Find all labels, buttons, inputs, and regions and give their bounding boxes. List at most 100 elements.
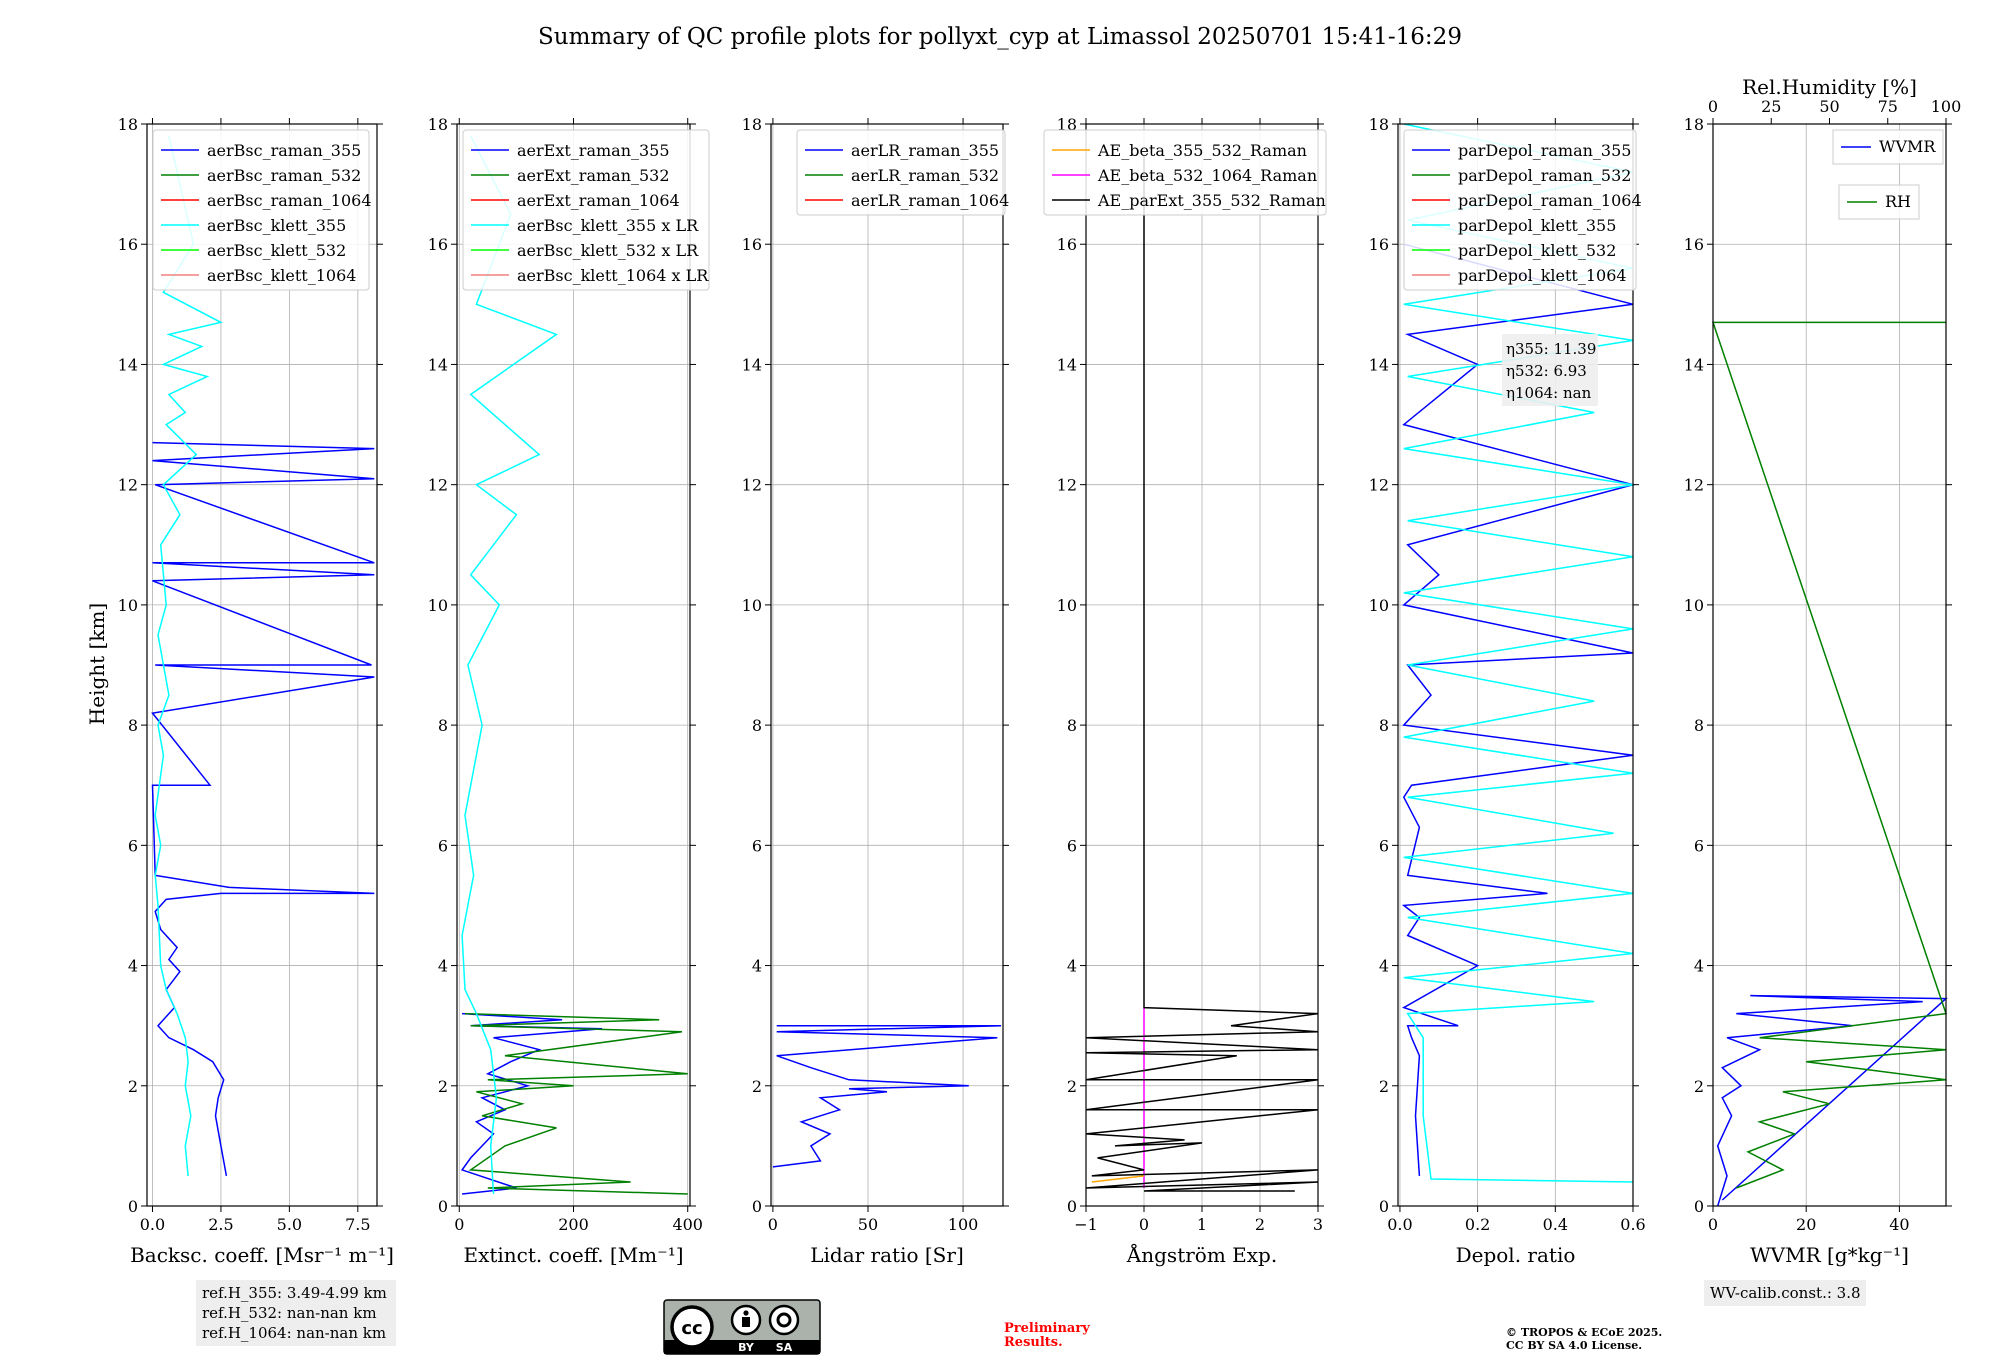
series-line-3 xyxy=(461,135,558,1195)
legend-label-4: aerBsc_klett_355 x LR xyxy=(517,216,699,235)
legend-label-1: parDepol_raman_355 xyxy=(1458,141,1631,160)
x-tick-label-0: 0.0 xyxy=(140,1215,165,1234)
series-line-1 xyxy=(1401,243,1636,1176)
y-tick-label-0: 0 xyxy=(752,1197,762,1216)
legend-label-2: RH xyxy=(1885,192,1911,211)
y-tick-label-2: 4 xyxy=(1694,957,1704,976)
x-axis-label: Ångström Exp. xyxy=(1126,1242,1277,1267)
y-tick-label-5: 10 xyxy=(428,596,448,615)
x-axis-label: Backsc. coeff. [Msr⁻¹ m⁻¹] xyxy=(130,1243,394,1267)
legend-label-1: WVMR xyxy=(1879,137,1936,156)
y-tick-label-6: 12 xyxy=(742,476,762,495)
y-tick-label-1: 2 xyxy=(438,1077,448,1096)
y-tick-label-8: 16 xyxy=(742,235,762,254)
ref-height-box: ref.H_355: 3.49-4.99 km ref.H_532: nan-n… xyxy=(196,1280,396,1346)
series-line-1 xyxy=(1716,994,1948,1207)
legend-label-2: AE_beta_532_1064_Raman xyxy=(1097,166,1317,185)
legend-label-1: aerLR_raman_355 xyxy=(851,141,999,160)
y-tick-label-1: 2 xyxy=(1379,1077,1389,1096)
legend-label-3: parDepol_raman_1064 xyxy=(1458,191,1642,210)
y-tick-label-3: 6 xyxy=(1379,836,1389,855)
legend-box xyxy=(462,129,710,291)
legend-label-6: parDepol_klett_1064 xyxy=(1458,266,1627,285)
legend-label-4: aerBsc_klett_355 xyxy=(207,216,346,235)
y-tick-label-8: 16 xyxy=(118,235,138,254)
y-tick-label-9: 18 xyxy=(118,115,138,134)
eta-label-2: η532: 6.93 xyxy=(1506,362,1587,380)
panel-3: 0 50 100 0 2 4 6 8 10 12 14 16 18 Lidar ratio [Sr] aer… xyxy=(742,115,1010,1267)
y-tick-label-7: 14 xyxy=(1684,355,1704,374)
panel-1: 0.0 2.5 5.0 7.5 0 2 4 6 8 10 12 14 16 18 Backsc. coeff… xyxy=(118,115,394,1267)
legend-box xyxy=(1043,129,1327,216)
y-tick-label-0: 0 xyxy=(438,1197,448,1216)
x-axis-label: Extinct. coeff. [Mm⁻¹] xyxy=(463,1243,683,1267)
y-tick-label-5: 10 xyxy=(742,596,762,615)
legend-label-3: aerExt_raman_1064 xyxy=(517,191,680,210)
preliminary-label-1: Preliminary xyxy=(1004,1321,1090,1336)
y-tick-label-5: 10 xyxy=(1057,596,1077,615)
y-tick-label-9: 18 xyxy=(1369,115,1389,134)
eta-label-1: η355: 11.39 xyxy=(1506,340,1596,358)
x-tick-label-0: 0 xyxy=(1708,1215,1718,1234)
x-tick-label-0: 0.0 xyxy=(1387,1215,1412,1234)
x-tick-label-2: 1 xyxy=(1197,1215,1207,1234)
y-tick-label-0: 0 xyxy=(128,1197,138,1216)
x-tick-label-2: 40 xyxy=(1889,1215,1909,1234)
ref-height-1064: ref.H_1064: nan-nan km xyxy=(202,1324,386,1342)
legend-label-3: aerBsc_raman_1064 xyxy=(207,191,372,210)
cc-license-badge: cc BY SA xyxy=(663,1299,821,1355)
y-tick-label-8: 16 xyxy=(1684,235,1704,254)
legend-label-3: AE_parExt_355_532_Raman xyxy=(1097,191,1326,210)
y-tick-label-2: 4 xyxy=(1067,957,1077,976)
legend-label-1: aerBsc_raman_355 xyxy=(207,141,361,160)
legend-label-2: aerLR_raman_532 xyxy=(851,166,999,185)
y-tick-label-6: 12 xyxy=(118,476,138,495)
series-line-2 xyxy=(154,135,224,1176)
legend-label-5: parDepol_klett_532 xyxy=(1458,241,1616,260)
y-tick-label-7: 14 xyxy=(1369,355,1389,374)
x2-tick-label-0: 0 xyxy=(1708,97,1718,116)
copyright-line-2: CC BY SA 4.0 License. xyxy=(1506,1339,1642,1352)
series-line-2 xyxy=(464,1012,688,1195)
x-tick-label-1: 20 xyxy=(1796,1215,1816,1234)
y-tick-label-3: 6 xyxy=(438,836,448,855)
legend-label-2: aerExt_raman_532 xyxy=(517,166,670,185)
x-tick-label-1: 50 xyxy=(858,1215,878,1234)
y-tick-label-1: 2 xyxy=(1694,1077,1704,1096)
series-line-2 xyxy=(1091,1175,1145,1183)
y-tick-label-6: 12 xyxy=(1369,476,1389,495)
panel-6: 0 20 40 0 2 4 6 8 10 12 14 16 18 WVMR [g*kg⁻¹] 0 25 50 75… xyxy=(1684,75,1962,1267)
figure-title: Summary of QC profile plots for pollyxt_… xyxy=(538,24,1462,50)
legend-label-1: AE_beta_355_532_Raman xyxy=(1097,141,1307,160)
y-tick-label-6: 12 xyxy=(1057,476,1077,495)
x-tick-label-2: 5.0 xyxy=(277,1215,302,1234)
y-tick-label-5: 10 xyxy=(118,596,138,615)
copyright-line-1: © TROPOS & ECoE 2025. xyxy=(1506,1326,1662,1339)
y-tick-label-9: 18 xyxy=(1057,115,1077,134)
y-tick-label-9: 18 xyxy=(428,115,448,134)
y-tick-label-2: 4 xyxy=(752,957,762,976)
legend-label-6: aerBsc_klett_1064 xyxy=(207,266,356,285)
y-axis-label: Height [km] xyxy=(85,603,109,725)
y-tick-label-4: 8 xyxy=(1067,716,1077,735)
series-line-1 xyxy=(460,1012,603,1195)
x-tick-label-1: 0.2 xyxy=(1465,1215,1490,1234)
y-tick-label-8: 16 xyxy=(1057,235,1077,254)
y-tick-label-3: 6 xyxy=(1694,836,1704,855)
y-tick-label-1: 2 xyxy=(752,1077,762,1096)
y-tick-label-7: 14 xyxy=(742,355,762,374)
y-tick-label-3: 6 xyxy=(128,836,138,855)
y-tick-label-1: 2 xyxy=(128,1077,138,1096)
ref-height-355: ref.H_355: 3.49-4.99 km xyxy=(202,1284,387,1302)
x-tick-label-4: 3 xyxy=(1313,1215,1323,1234)
y-tick-label-2: 4 xyxy=(1379,957,1389,976)
axes-frame xyxy=(146,123,378,1207)
x-tick-label-2: 400 xyxy=(672,1215,703,1234)
y-tick-label-8: 16 xyxy=(428,235,448,254)
eta-label-3: η1064: nan xyxy=(1506,384,1592,402)
x-axis-label: WVMR [g*kg⁻¹] xyxy=(1750,1243,1909,1267)
legend-label-1: aerExt_raman_355 xyxy=(517,141,670,160)
legend-label-6: aerBsc_klett_1064 x LR xyxy=(517,266,709,285)
